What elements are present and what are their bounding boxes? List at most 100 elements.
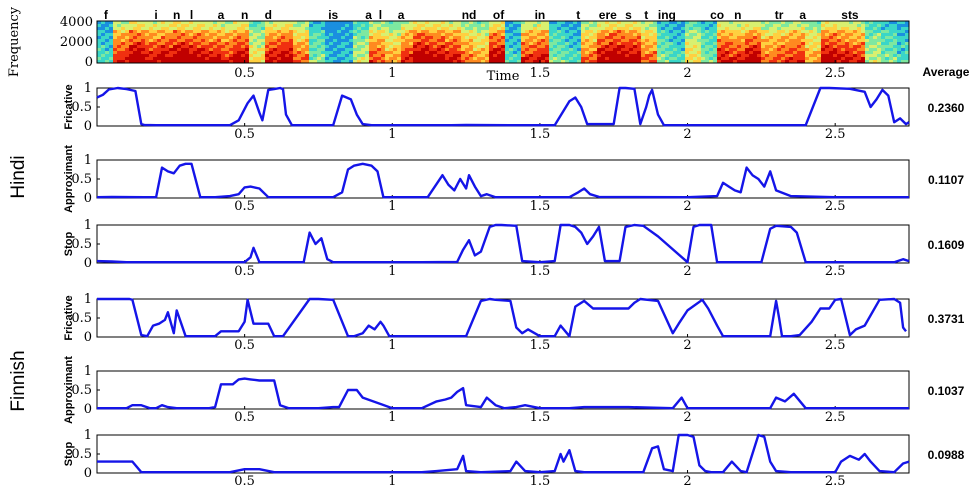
spectrogram-cell — [297, 30, 302, 34]
spectrogram-cell — [853, 30, 858, 34]
spectrogram-cell — [445, 45, 450, 49]
spectrogram-cell — [353, 30, 358, 34]
spectrogram-cell — [657, 36, 662, 40]
spectrogram-cell — [285, 45, 290, 49]
spectrogram-cell — [537, 27, 542, 31]
spectrogram-cell — [693, 39, 698, 43]
xtick-label: 1.5 — [530, 338, 551, 353]
spectrogram-cell — [629, 54, 634, 58]
spectrogram-cell — [561, 51, 566, 55]
spectrogram-cell — [321, 36, 326, 40]
spectrogram-cell — [653, 48, 658, 52]
spectrogram-cell — [713, 27, 718, 31]
spectrogram-cell — [305, 54, 310, 58]
spectrogram-cell — [145, 24, 150, 28]
spectrogram-cell — [277, 48, 282, 52]
spectrogram-cell — [865, 33, 870, 37]
spectrogram-cell — [697, 42, 702, 46]
spectrogram-cell — [309, 27, 314, 31]
spectrogram-cell — [669, 33, 674, 37]
spectrogram-cell — [785, 42, 790, 46]
spectrogram-cell — [105, 42, 110, 46]
spectrogram-cell — [617, 45, 622, 49]
spectrogram-cell — [481, 48, 486, 52]
spectrogram-cell — [777, 42, 782, 46]
spectrogram-cell — [517, 21, 522, 25]
spectrogram-cell — [277, 36, 282, 40]
spectrogram-cell — [393, 27, 398, 31]
spectrogram-cell — [825, 36, 830, 40]
spectrogram-cell — [573, 30, 578, 34]
spectrogram-cell — [293, 36, 298, 40]
spectrogram-cell — [385, 27, 390, 31]
spectrogram-cell — [457, 30, 462, 34]
spectrogram-cell — [773, 33, 778, 37]
spectrogram-cell — [233, 45, 238, 49]
spectrogram-cell — [225, 42, 230, 46]
spectrogram-cell — [633, 24, 638, 28]
spectrogram-cell — [517, 51, 522, 55]
spectrogram-cell — [213, 33, 218, 37]
spectrogram-cell — [225, 60, 230, 63]
spectrogram-cell — [445, 57, 450, 61]
spectrogram-cell — [725, 57, 730, 61]
spectrogram-cell — [281, 39, 286, 43]
spectrogram-cell — [397, 57, 402, 61]
spectrogram-cell — [881, 21, 886, 25]
spectrogram-cell — [389, 54, 394, 58]
spectrogram-cell — [541, 33, 546, 37]
spectrogram-cell — [405, 51, 410, 55]
spectrogram-cell — [577, 21, 582, 25]
spectrogram-cell — [841, 60, 846, 63]
spectrogram-cell — [213, 27, 218, 31]
xtick-label: 2 — [683, 127, 691, 142]
phone-label: co — [710, 8, 724, 22]
spectrogram-cell — [221, 45, 226, 49]
spectrogram-cell — [317, 42, 322, 46]
spectrogram-cell — [381, 51, 386, 55]
spectrogram-cell — [357, 33, 362, 37]
spectrogram-cell — [321, 51, 326, 55]
spectrogram-cell — [765, 51, 770, 55]
spectrogram-cell — [545, 21, 550, 25]
spectrogram-cell — [605, 39, 610, 43]
spectrogram-cell — [265, 60, 270, 63]
spectrogram-cell — [329, 36, 334, 40]
spectrogram-cell — [785, 24, 790, 28]
spectrogram-cell — [605, 30, 610, 34]
spectrogram-cell — [845, 24, 850, 28]
spectrogram-cell — [361, 54, 366, 58]
spectrogram-cell — [557, 57, 562, 61]
spectrogram-cell — [417, 54, 422, 58]
spectrogram-cell — [537, 30, 542, 34]
spectrogram-cell — [893, 36, 898, 40]
spectrogram-cell — [405, 21, 410, 25]
spectrogram-cell — [221, 54, 226, 58]
spectrogram-cell — [457, 24, 462, 28]
spectrogram-cell — [317, 48, 322, 52]
spectrogram-cell — [765, 33, 770, 37]
spectrogram-cell — [381, 42, 386, 46]
spectrogram-cell — [645, 60, 650, 63]
spectrogram-cell — [149, 51, 154, 55]
spectrogram-cell — [537, 54, 542, 58]
spectrogram-cell — [693, 27, 698, 31]
spectrogram-cell — [529, 39, 534, 43]
spectrogram-cell — [717, 36, 722, 40]
spectrogram-cell — [449, 33, 454, 37]
spectrogram-cell — [205, 24, 210, 28]
spectrogram-cell — [121, 60, 126, 63]
spectrogram-cell — [601, 42, 606, 46]
spectrogram-cell — [221, 36, 226, 40]
spectrogram-cell — [829, 57, 834, 61]
spectrogram-cell — [337, 30, 342, 34]
spectrogram-cell — [685, 27, 690, 31]
spectrogram-cell — [249, 36, 254, 40]
spectrogram-cell — [277, 30, 282, 34]
spectrogram-cell — [553, 51, 558, 55]
spectrogram-cell — [677, 57, 682, 61]
spectrogram-cell — [345, 51, 350, 55]
spectrogram-cell — [237, 33, 242, 37]
spectrogram-cell — [137, 54, 142, 58]
spectrogram-cell — [581, 33, 586, 37]
